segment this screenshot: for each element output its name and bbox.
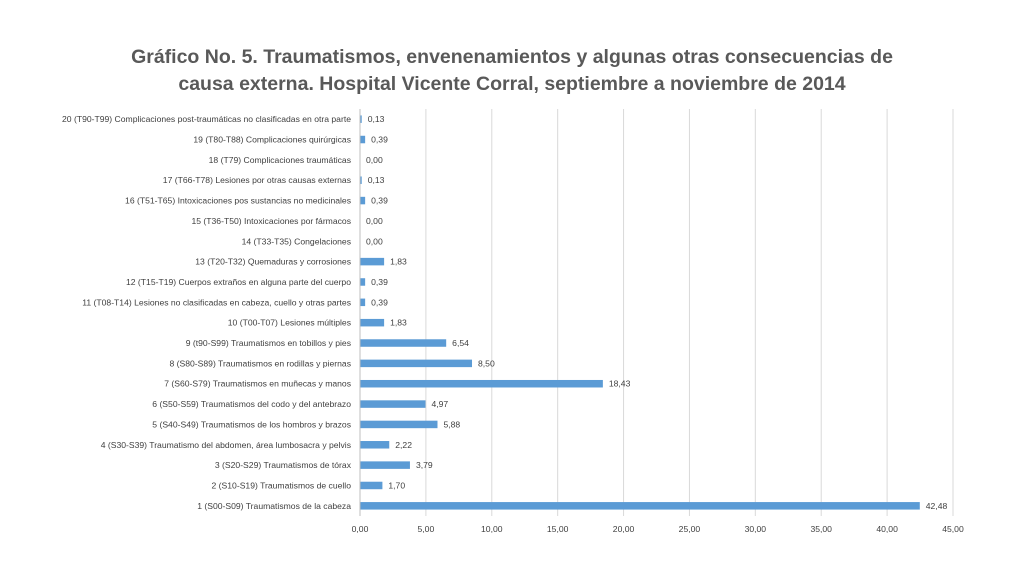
data-label: 5,88 [443, 419, 460, 429]
category-label: 16 (T51-T65) Intoxicaciones pos sustanci… [125, 196, 351, 206]
category-label: 5 (S40-S49) Traumatismos de los hombros … [152, 419, 351, 429]
category-label: 14 (T33-T35) Congelaciones [242, 236, 351, 246]
bar-2 [360, 481, 383, 490]
bar-7 [360, 379, 603, 388]
bar-13 [360, 257, 385, 266]
data-label: 0,00 [366, 155, 383, 165]
category-label: 19 (T80-T88) Complicaciones quirúrgicas [193, 135, 351, 145]
data-label: 1,70 [388, 480, 405, 490]
x-tick-label: 35,00 [810, 524, 832, 534]
bar-10 [360, 318, 385, 327]
bar-20 [360, 115, 362, 123]
category-label: 18 (T79) Complicaciones traumáticas [209, 155, 351, 165]
data-label: 1,83 [390, 257, 407, 267]
x-tick-label: 5,00 [418, 524, 435, 534]
category-label: 8 (S80-S89) Traumatismos en rodillas y p… [169, 358, 351, 368]
chart-title-line-1: Gráfico No. 5. Traumatismos, envenenamie… [131, 46, 893, 68]
category-label: 12 (T15-T19) Cuerpos extraños en alguna … [126, 277, 351, 287]
data-label: 0,13 [368, 175, 385, 185]
bar-4 [360, 441, 390, 449]
x-tick-label: 20,00 [613, 524, 635, 534]
bar-11 [360, 298, 366, 307]
x-tick-label: 45,00 [942, 524, 964, 534]
category-label: 11 (T08-T14) Lesiones no clasificadas en… [82, 297, 351, 307]
data-label: 18,43 [609, 379, 631, 389]
category-label: 2 (S10-S19) Traumatismos de cuello [212, 480, 352, 490]
bar-5 [360, 420, 438, 429]
bar-19 [360, 135, 366, 144]
category-label: 9 (t90-S99) Traumatismos en tobillos y p… [186, 338, 351, 348]
bar-9 [360, 339, 447, 347]
data-label: 0,39 [371, 135, 388, 145]
data-label: 0,39 [371, 277, 388, 287]
bar-6 [360, 400, 426, 408]
category-label: 6 (S50-S59) Traumatismos del codo y del … [152, 399, 351, 409]
x-tick-label: 40,00 [876, 524, 898, 534]
bar-17 [360, 176, 362, 184]
bar-16 [360, 196, 366, 205]
data-label: 0,39 [371, 297, 388, 307]
bar-8 [360, 359, 473, 368]
category-label: 7 (S60-S79) Traumatismos en muñecas y ma… [164, 379, 351, 389]
data-label: 0,00 [366, 236, 383, 246]
data-label: 8,50 [478, 358, 495, 368]
x-tick-label: 25,00 [679, 524, 701, 534]
data-label: 2,22 [395, 440, 412, 450]
category-label: 20 (T90-T99) Complicaciones post-traumát… [62, 114, 351, 124]
category-label: 4 (S30-S39) Traumatismo del abdomen, áre… [101, 440, 351, 450]
x-tick-label: 10,00 [481, 524, 503, 534]
category-label: 13 (T20-T32) Quemaduras y corrosiones [195, 257, 351, 267]
chart-title: Gráfico No. 5. Traumatismos, envenenamie… [0, 44, 1024, 98]
data-label: 4,97 [431, 399, 448, 409]
data-label: 0,00 [366, 216, 383, 226]
category-label: 1 (S00-S09) Traumatismos de la cabeza [197, 501, 351, 511]
x-tick-label: 30,00 [745, 524, 767, 534]
data-label: 0,13 [368, 114, 385, 124]
bar-3 [360, 461, 410, 469]
bar-1 [360, 502, 920, 510]
x-tick-label: 15,00 [547, 524, 569, 534]
data-label: 1,83 [390, 318, 407, 328]
category-label: 15 (T36-T50) Intoxicaciones por fármacos [191, 216, 351, 226]
chart-title-line-2: causa externa. Hospital Vicente Corral, … [178, 73, 846, 95]
category-label: 17 (T66-T78) Lesiones por otras causas e… [163, 175, 351, 185]
data-label: 6,54 [452, 338, 469, 348]
bar-12 [360, 278, 366, 286]
data-label: 3,79 [416, 460, 433, 470]
data-label: 0,39 [371, 196, 388, 206]
category-label: 3 (S20-S29) Traumatismos de tórax [215, 460, 352, 470]
data-label: 42,48 [926, 501, 948, 511]
x-tick-label: 0,00 [352, 524, 369, 534]
category-label: 10 (T00-T07) Lesiones múltiples [228, 318, 351, 328]
